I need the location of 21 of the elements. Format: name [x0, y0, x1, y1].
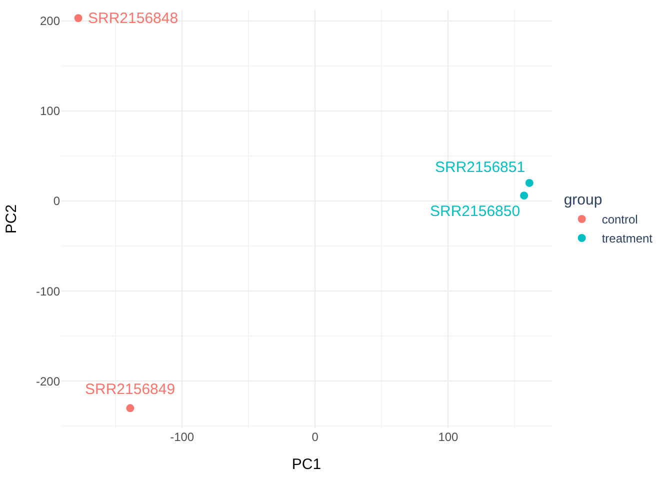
y-tick-label: 100: [40, 104, 60, 118]
x-axis-title: PC1: [292, 456, 322, 473]
annotation: SRR2156849: [85, 381, 176, 398]
y-tick-label: -100: [36, 284, 60, 298]
y-axis-title: PC2: [3, 204, 20, 234]
x-tick-label: -100: [170, 430, 194, 444]
legend-label: control: [602, 212, 638, 227]
y-tick-label: 0: [53, 194, 60, 208]
y-tick-label: 200: [40, 14, 60, 28]
x-tick-label: 100: [438, 430, 459, 444]
annotation: SRR2156848: [88, 10, 178, 27]
point: [520, 192, 528, 200]
point: [525, 178, 534, 187]
point: [126, 404, 134, 412]
annotation: SRR2156850: [430, 203, 520, 220]
point: [74, 14, 82, 22]
annotation: SRR2156851: [435, 159, 526, 176]
x-tick-label: 0: [312, 430, 319, 444]
y-tick-label: -200: [36, 374, 60, 388]
legend-title: group: [564, 192, 602, 208]
legend-label: treatment: [602, 232, 654, 246]
